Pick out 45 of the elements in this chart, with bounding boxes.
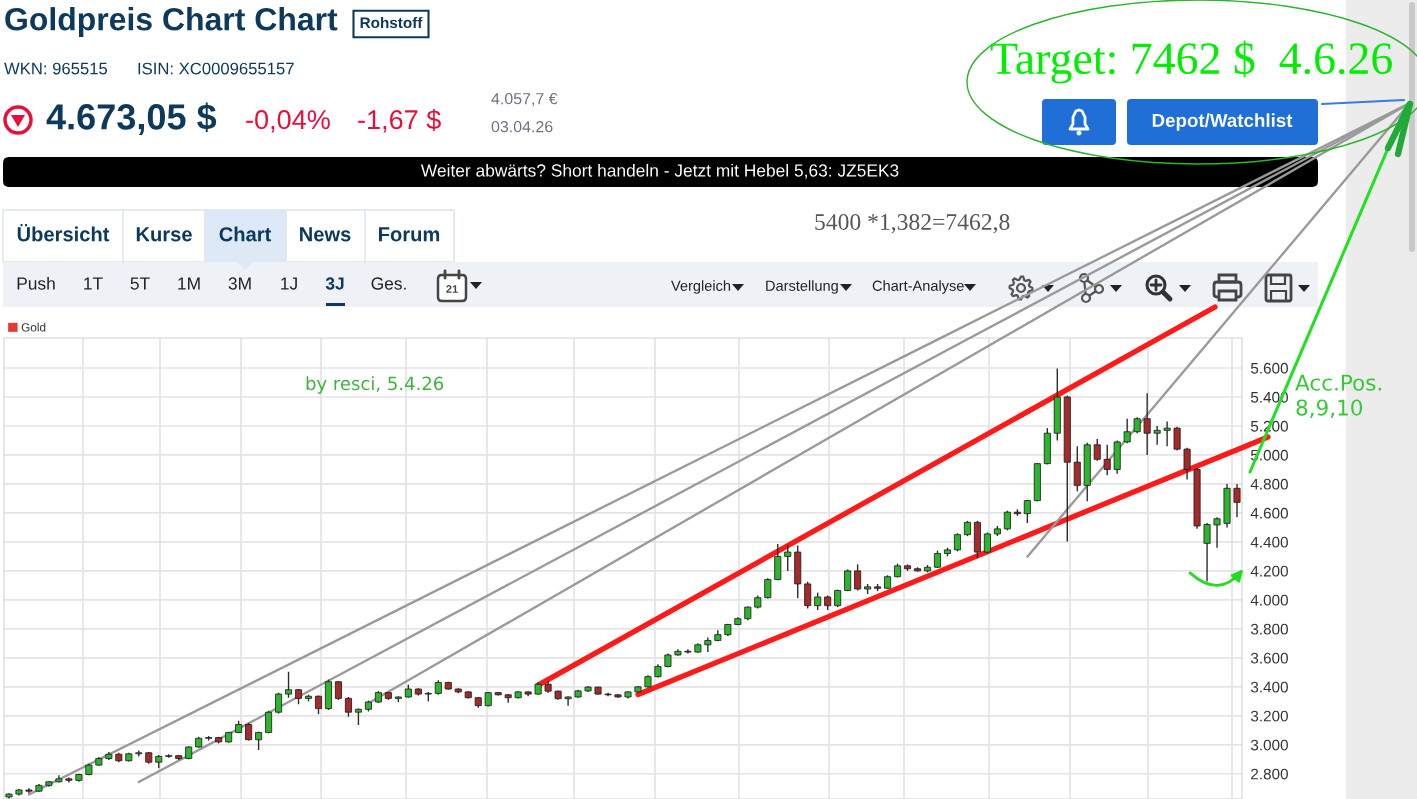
text: Depot/Watchlist [1152, 113, 1293, 131]
text: -0,04% [246, 110, 330, 133]
text: Rohstoff [360, 16, 423, 29]
y-tick-label: 3.600 [1250, 652, 1288, 664]
text: -1,67 $ [358, 108, 441, 133]
text: 4.057,7 € [491, 92, 558, 107]
text: 1T [84, 277, 103, 290]
y-tick-label: 4.000 [1250, 594, 1288, 606]
text: ISIN: XC0009655157 [138, 62, 294, 75]
y-tick-label: 3.400 [1250, 681, 1288, 693]
y-tick-label: 4.200 [1250, 565, 1288, 577]
text: 3M [228, 277, 251, 290]
text: 4.673,05 $ [46, 102, 217, 135]
text: News [300, 227, 351, 242]
text: Vergleich [671, 280, 731, 294]
text: Target: 7462 $ 4.6.26 [990, 40, 1392, 84]
text: 5400 *1,382=7462,8 [815, 213, 1010, 234]
text: 1M [178, 277, 200, 290]
y-tick-label: 4.600 [1250, 507, 1288, 519]
text: 1J [281, 277, 297, 290]
text: Übersicht [17, 224, 110, 242]
y-tick-label: 3.200 [1250, 710, 1288, 722]
text: 3J [325, 277, 344, 290]
y-tick-label: 2.800 [1251, 768, 1288, 780]
y-tick-label: 4.400 [1250, 536, 1288, 548]
text: Chart-Analyse [872, 280, 964, 294]
text: Weiter abwärts? Short handeln - Jetzt mit Hebel 5,63: JZ5EK3 [420, 163, 899, 179]
text: WKN: 965515 [4, 62, 108, 75]
text: Chart [219, 226, 272, 242]
text: Gold [21, 322, 46, 332]
y-tick-label: 3.800 [1250, 623, 1288, 635]
text: Kurse [136, 227, 192, 242]
text: Ges. [371, 277, 406, 290]
annotation: by resci, 5.4.26 [306, 376, 444, 394]
text: Push [17, 276, 55, 290]
y-tick-label: 5.600 [1250, 362, 1288, 374]
text: Forum [379, 227, 440, 242]
text: 5T [130, 277, 150, 290]
chart-title: Goldpreis Chart Chart [5, 7, 338, 37]
y-tick-label: 4.800 [1250, 478, 1288, 490]
y-tick-label: 3.000 [1250, 739, 1288, 751]
text: Acc.Pos. 8,9,10 [1295, 374, 1381, 418]
text: Darstellung [766, 280, 838, 294]
text: 21 [446, 285, 458, 293]
text: 03.04.26 [491, 120, 553, 133]
